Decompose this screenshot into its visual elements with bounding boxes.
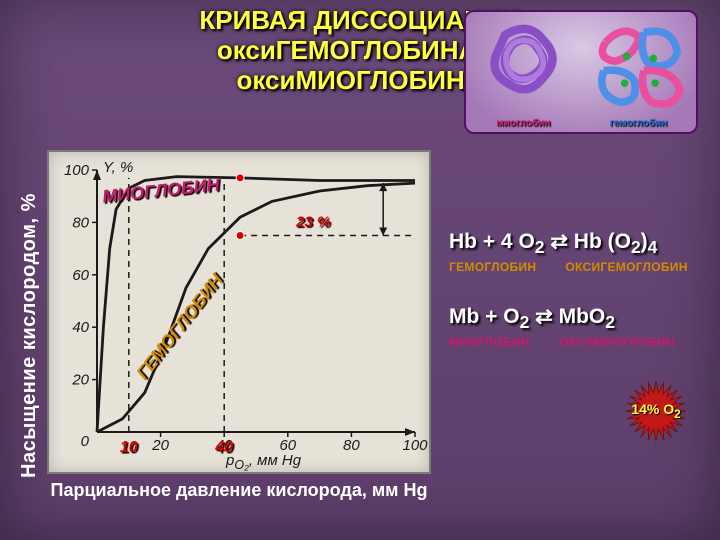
- equations-column: Hb + 4 O2 ⇄ Hb (O2)4 ГЕМОГЛОБИН ОКСИГЕМО…: [431, 150, 708, 522]
- svg-text:60: 60: [72, 267, 89, 284]
- myoglobin-pic: миоглобин: [466, 12, 581, 132]
- hemoglobin-equation: Hb + 4 O2 ⇄ Hb (O2)4 ГЕМОГЛОБИН ОКСИГЕМО…: [449, 229, 708, 274]
- svg-text:0: 0: [81, 433, 90, 450]
- eq2-sub: МИОГЛОБИН ОКСИМИОГЛОБИН: [449, 335, 708, 349]
- svg-text:80: 80: [72, 214, 89, 231]
- svg-text:20: 20: [151, 437, 169, 454]
- overlay-tick10: 10: [120, 439, 138, 457]
- overlay-gap_pct: 23 %: [296, 214, 330, 231]
- hemoglobin-pic: гемоглобин: [581, 12, 696, 132]
- hemoglobin-caption: гемоглобин: [610, 118, 668, 129]
- y-axis-label: Насыщение кислородом, %: [18, 150, 41, 522]
- svg-text:100: 100: [64, 162, 90, 179]
- chart-x-title: pO₂, мм Hg: [226, 452, 301, 472]
- myoglobin-caption: миоглобин: [496, 118, 550, 129]
- dissociation-chart: 20406080100204060801000Y, %МИОГЛОБИНГЕМО…: [47, 150, 431, 474]
- eq2-line: Mb + O2 ⇄ MbO2: [449, 304, 708, 333]
- o2-burst-badge: 14% O2: [624, 379, 688, 443]
- myoglobin-equation: Mb + O2 ⇄ MbO2 МИОГЛОБИН ОКСИМИОГЛОБИН: [449, 304, 708, 349]
- eq2-left-cap: МИОГЛОБИН: [449, 335, 530, 349]
- svg-text:20: 20: [71, 372, 89, 389]
- content-row: Насыщение кислородом, % 2040608010020406…: [18, 150, 708, 522]
- eq1-line: Hb + 4 O2 ⇄ Hb (O2)4: [449, 229, 708, 258]
- x-axis-label: Парциальное давление кислорода, мм Hg: [47, 480, 431, 501]
- molecule-illustrations: миоглобин гемоглобин: [464, 10, 698, 134]
- eq1-left-cap: ГЕМОГЛОБИН: [449, 260, 536, 274]
- svg-text:Y, %: Y, %: [103, 159, 133, 176]
- hemoglobin-icon: [586, 16, 691, 116]
- eq1-right-cap: ОКСИГЕМОГЛОБИН: [565, 260, 687, 274]
- burst-text: 14% O2: [631, 401, 680, 421]
- chart-wrapper: 20406080100204060801000Y, %МИОГЛОБИНГЕМО…: [47, 150, 431, 522]
- myoglobin-icon: [476, 16, 571, 111]
- svg-text:40: 40: [72, 319, 89, 336]
- svg-text:100: 100: [402, 437, 428, 454]
- svg-text:80: 80: [343, 437, 360, 454]
- eq1-sub: ГЕМОГЛОБИН ОКСИГЕМОГЛОБИН: [449, 260, 708, 274]
- slide-root: КРИВАЯ ДИССОЦИАЦИИ оксиГЕМОГЛОБИНА И окс…: [0, 0, 720, 540]
- eq2-right-cap: ОКСИМИОГЛОБИН: [559, 335, 675, 349]
